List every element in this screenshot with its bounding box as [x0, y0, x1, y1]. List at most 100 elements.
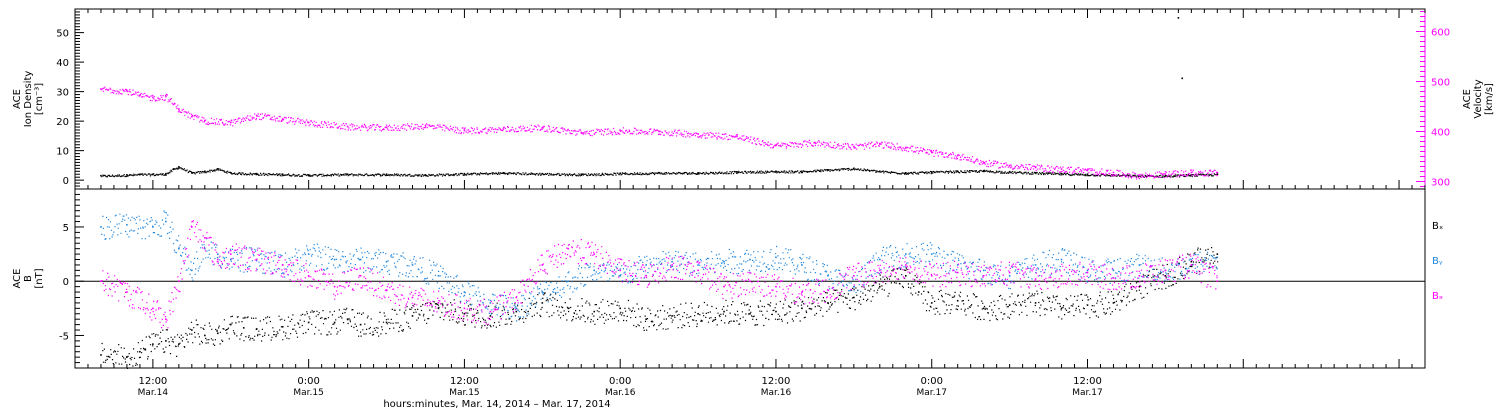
data-point [178, 247, 180, 250]
y-tick-label: 40 [56, 58, 69, 69]
y2-tick-label: 500 [1431, 78, 1450, 89]
data-point [904, 171, 907, 174]
data-point [593, 269, 596, 272]
y-tick-label: 0 [63, 176, 69, 187]
data-point [255, 258, 258, 261]
data-point [152, 173, 154, 176]
data-point [255, 172, 258, 175]
data-point [930, 302, 933, 304]
legend-entry: Bₓ [1432, 221, 1443, 232]
data-point [126, 89, 128, 92]
data-point [333, 258, 336, 261]
data-point [1112, 171, 1115, 174]
x-tick-date: Mar.14 [138, 388, 169, 398]
data-point [152, 343, 154, 345]
data-point [853, 285, 855, 288]
data-point [1112, 302, 1115, 304]
y-axis-title: ACE [12, 269, 23, 289]
data-point [982, 169, 985, 172]
data-point [411, 264, 414, 266]
data-point [580, 173, 583, 176]
data-point [801, 264, 803, 266]
data-point [723, 285, 725, 288]
data-point [1060, 274, 1063, 277]
data-point [515, 310, 518, 313]
data-point [385, 260, 388, 263]
data-point [165, 172, 167, 175]
data-point [982, 161, 985, 164]
data-point [515, 296, 518, 299]
data-point [801, 291, 803, 293]
data-point [930, 171, 933, 173]
data-point [736, 171, 738, 173]
data-point [723, 260, 725, 263]
data-point [204, 119, 206, 122]
data-point [333, 285, 336, 288]
data-point [359, 274, 362, 277]
data-point [1112, 269, 1115, 272]
data-point [165, 318, 167, 320]
data-point [982, 269, 985, 272]
x-tick-date: Mar.17 [1072, 388, 1102, 398]
x-tick-date: Mar.16 [761, 388, 792, 398]
data-point [930, 151, 933, 154]
data-point [904, 253, 907, 255]
data-point [1034, 264, 1037, 266]
data-point [1034, 171, 1037, 174]
y2-axis-title: Velocity [1473, 79, 1484, 118]
data-point [853, 167, 855, 170]
data-point [165, 220, 167, 223]
data-point [152, 226, 154, 228]
data-point [191, 269, 193, 272]
data-point [307, 321, 310, 324]
y-tick-label: 50 [56, 29, 69, 40]
data-point [1086, 304, 1089, 306]
data-point [463, 172, 466, 175]
y2-tick-label: 300 [1431, 178, 1450, 189]
data-point [100, 354, 102, 356]
magnetic-field-panel: -5 0 5 ACE B [nT] Bₓ Bᵧ Bₔ [12, 188, 1443, 369]
data-point [1216, 171, 1219, 174]
data-point [178, 343, 180, 345]
data-point [126, 224, 128, 226]
panel-frame [74, 188, 1426, 369]
data-point [359, 323, 362, 326]
data-point [1164, 173, 1167, 175]
data-point [229, 121, 232, 124]
data-point [463, 307, 466, 310]
data-point [645, 264, 647, 266]
data-point [904, 264, 907, 266]
data-point [437, 302, 440, 304]
data-point [139, 94, 141, 97]
y2-axis-title: [km/s] [1484, 83, 1495, 115]
data-point [1190, 260, 1193, 263]
data-series [100, 247, 1219, 369]
y-axis-title: ACE [12, 89, 23, 109]
x-tick-label: 0:00 [609, 376, 631, 387]
data-point [930, 274, 933, 277]
data-point [1190, 264, 1193, 266]
data-point [645, 318, 647, 320]
data-point [917, 291, 920, 293]
data-point [307, 253, 310, 255]
x-tick-label: 12:00 [1073, 376, 1102, 387]
data-point [904, 146, 907, 149]
data-point [126, 174, 128, 176]
data-point-cloud [101, 167, 1219, 178]
x-tick-date: Mar.15 [293, 388, 323, 398]
data-point [956, 299, 959, 302]
data-point [1138, 174, 1141, 177]
data-point [1164, 269, 1167, 272]
data-point [216, 258, 219, 261]
y-tick-label: 0 [63, 277, 69, 288]
data-point [580, 131, 583, 134]
data-point [385, 289, 388, 291]
data-point [100, 280, 102, 283]
data-point [359, 258, 362, 261]
y-tick-label: 5 [63, 223, 69, 234]
data-series [100, 86, 1219, 180]
data-point [191, 226, 193, 228]
y-axis-title: [nT] [34, 268, 45, 288]
data-point [307, 174, 310, 176]
